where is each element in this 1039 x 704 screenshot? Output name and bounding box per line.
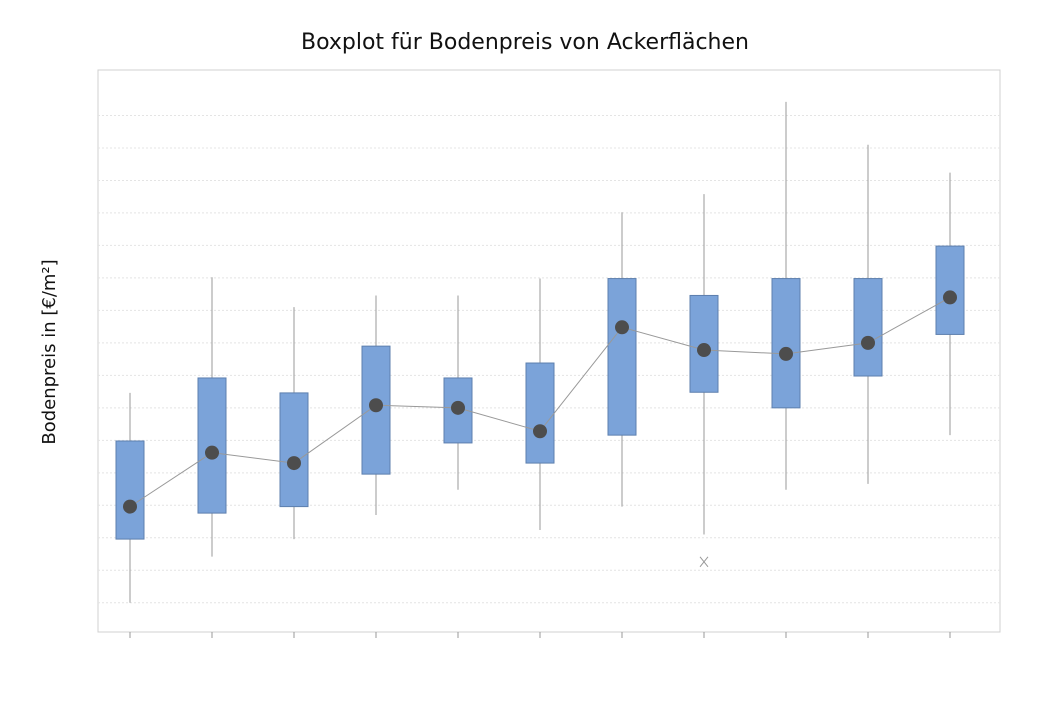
- box: [607, 278, 637, 436]
- mean-point: [779, 346, 793, 361]
- mean-point: [451, 400, 465, 415]
- mean-point: [123, 499, 137, 514]
- mean-point: [205, 445, 219, 460]
- outlier: [699, 556, 709, 568]
- mean-point: [861, 335, 875, 350]
- plot-frame: [97, 69, 1001, 633]
- box: [935, 245, 965, 335]
- mean-point: [369, 398, 383, 413]
- mean-point: [615, 320, 629, 335]
- mean-point: [287, 456, 301, 471]
- box: [689, 294, 719, 393]
- box: [115, 440, 145, 540]
- mean-point: [533, 424, 547, 439]
- box: [771, 278, 801, 409]
- mean-point: [697, 343, 711, 358]
- box: [197, 377, 227, 514]
- box: [525, 362, 555, 464]
- y-axis-label: Bodenpreis in [€/m²]: [39, 259, 60, 444]
- box: [853, 278, 883, 377]
- chart-title: Boxplot für Bodenpreis von Ackerflächen: [301, 30, 749, 55]
- box: [279, 392, 309, 508]
- mean-point: [943, 290, 957, 305]
